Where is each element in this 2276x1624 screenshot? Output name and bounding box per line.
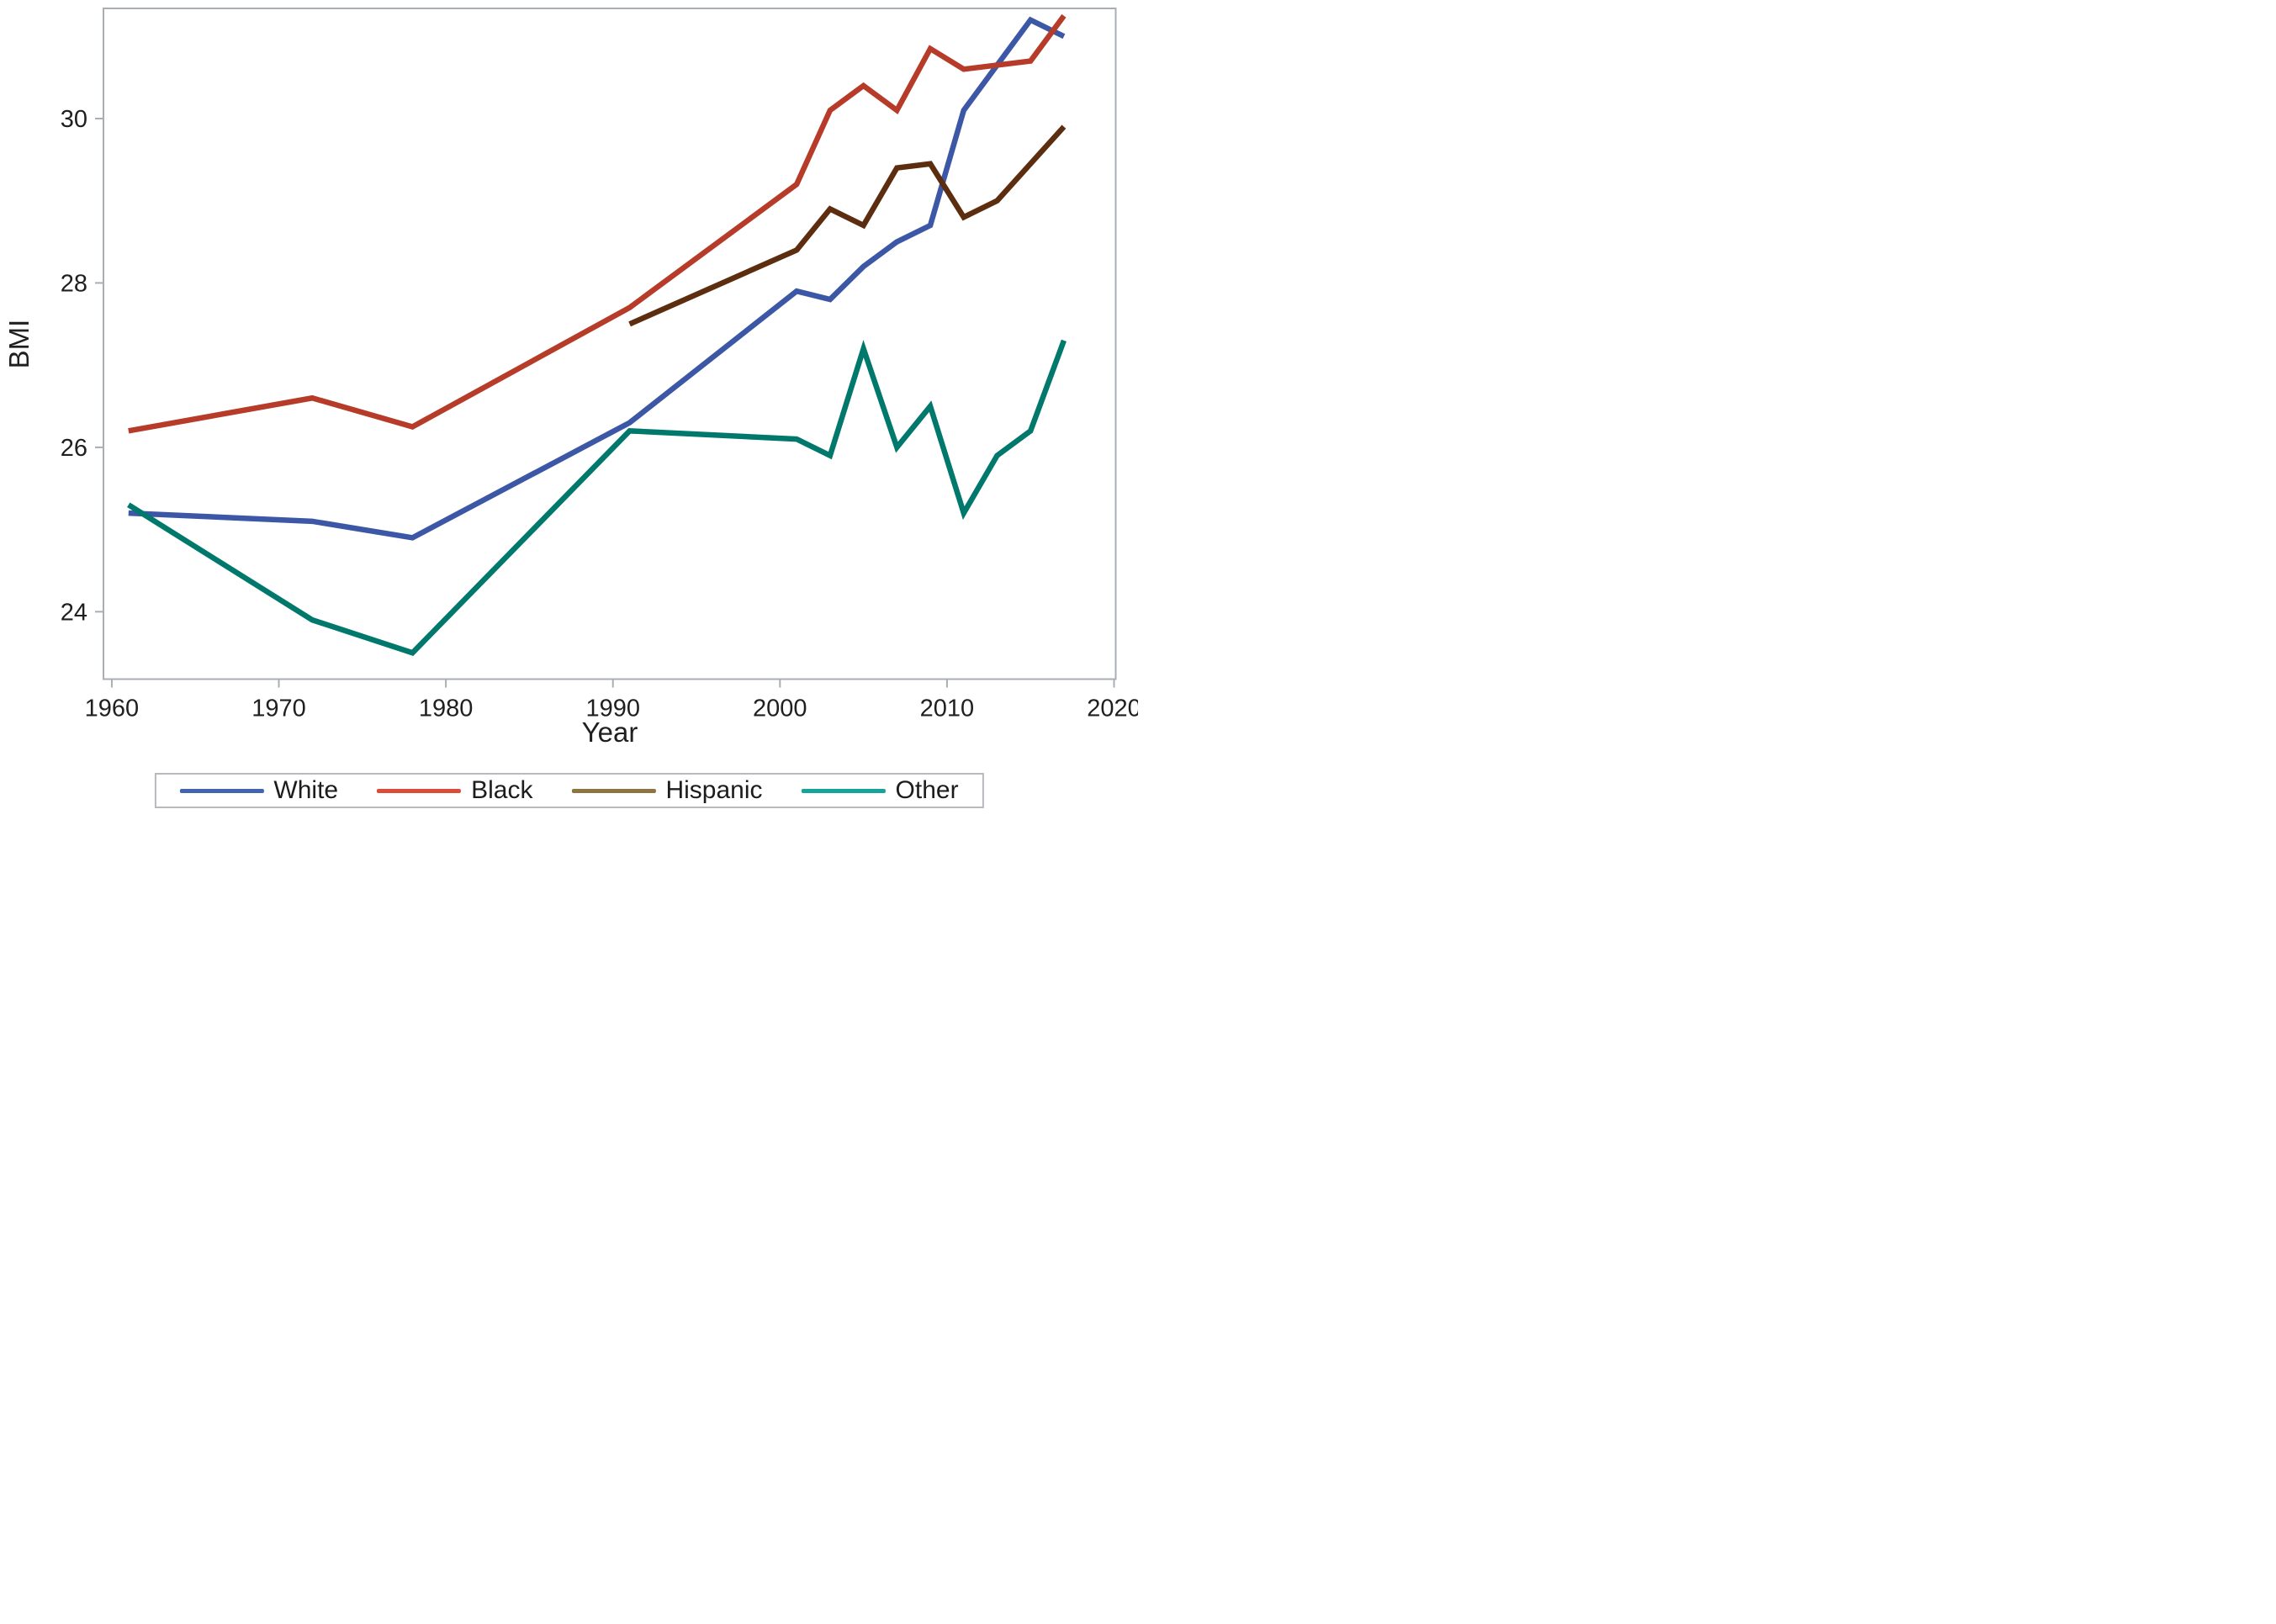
x-tick-label: 1970 bbox=[251, 696, 306, 722]
legend-label: White bbox=[273, 776, 339, 804]
legend-label: Black bbox=[471, 776, 533, 804]
legend-swatch-white bbox=[179, 788, 264, 793]
x-tick-label: 1960 bbox=[85, 696, 140, 722]
x-tick-label: 2010 bbox=[920, 696, 975, 722]
legend-swatch-hispanic bbox=[571, 788, 656, 793]
y-tick-label: 24 bbox=[61, 599, 87, 626]
series-line-hispanic bbox=[628, 124, 1067, 327]
legend-item-hispanic: Hispanic bbox=[571, 776, 763, 805]
y-tick-label: 28 bbox=[61, 270, 87, 297]
x-tick-label: 1980 bbox=[419, 696, 474, 722]
legend-swatch-other bbox=[801, 788, 886, 793]
legend-swatch-black bbox=[377, 788, 462, 793]
x-tick-label: 1990 bbox=[585, 696, 640, 722]
y-tick-label: 26 bbox=[61, 435, 87, 462]
legend-item-black: Black bbox=[377, 776, 532, 805]
legend-label: Hispanic bbox=[665, 776, 763, 804]
series-line-white bbox=[128, 16, 1066, 541]
legend: White Black Hispanic Other bbox=[154, 773, 984, 808]
plot-border bbox=[103, 8, 1117, 680]
axis-ticks: 24 26 28 30 1960 1970 1980 1990 2000 2010 2020 bbox=[61, 106, 1141, 722]
legend-label: Other bbox=[895, 776, 959, 804]
y-tick-label: 30 bbox=[61, 106, 87, 133]
x-tick-label: 2020 bbox=[1087, 696, 1138, 722]
series-line-other bbox=[127, 339, 1067, 656]
legend-item-white: White bbox=[179, 776, 338, 805]
plot-area: 24 26 28 30 1960 1970 1980 1990 2000 2010 2020 Yea… bbox=[3, 8, 1141, 748]
legend-item-other: Other bbox=[801, 776, 959, 805]
series-line-black bbox=[128, 13, 1067, 434]
bmi-trend-chart: 24 26 28 30 1960 1970 1980 1990 2000 2010 2020 Yea… bbox=[0, 0, 1141, 812]
series-lines bbox=[127, 13, 1067, 656]
x-axis-title: Year bbox=[582, 717, 638, 748]
plot-frame bbox=[103, 8, 1117, 680]
y-axis-title: BMI bbox=[3, 320, 34, 369]
x-tick-label: 2000 bbox=[753, 696, 807, 722]
